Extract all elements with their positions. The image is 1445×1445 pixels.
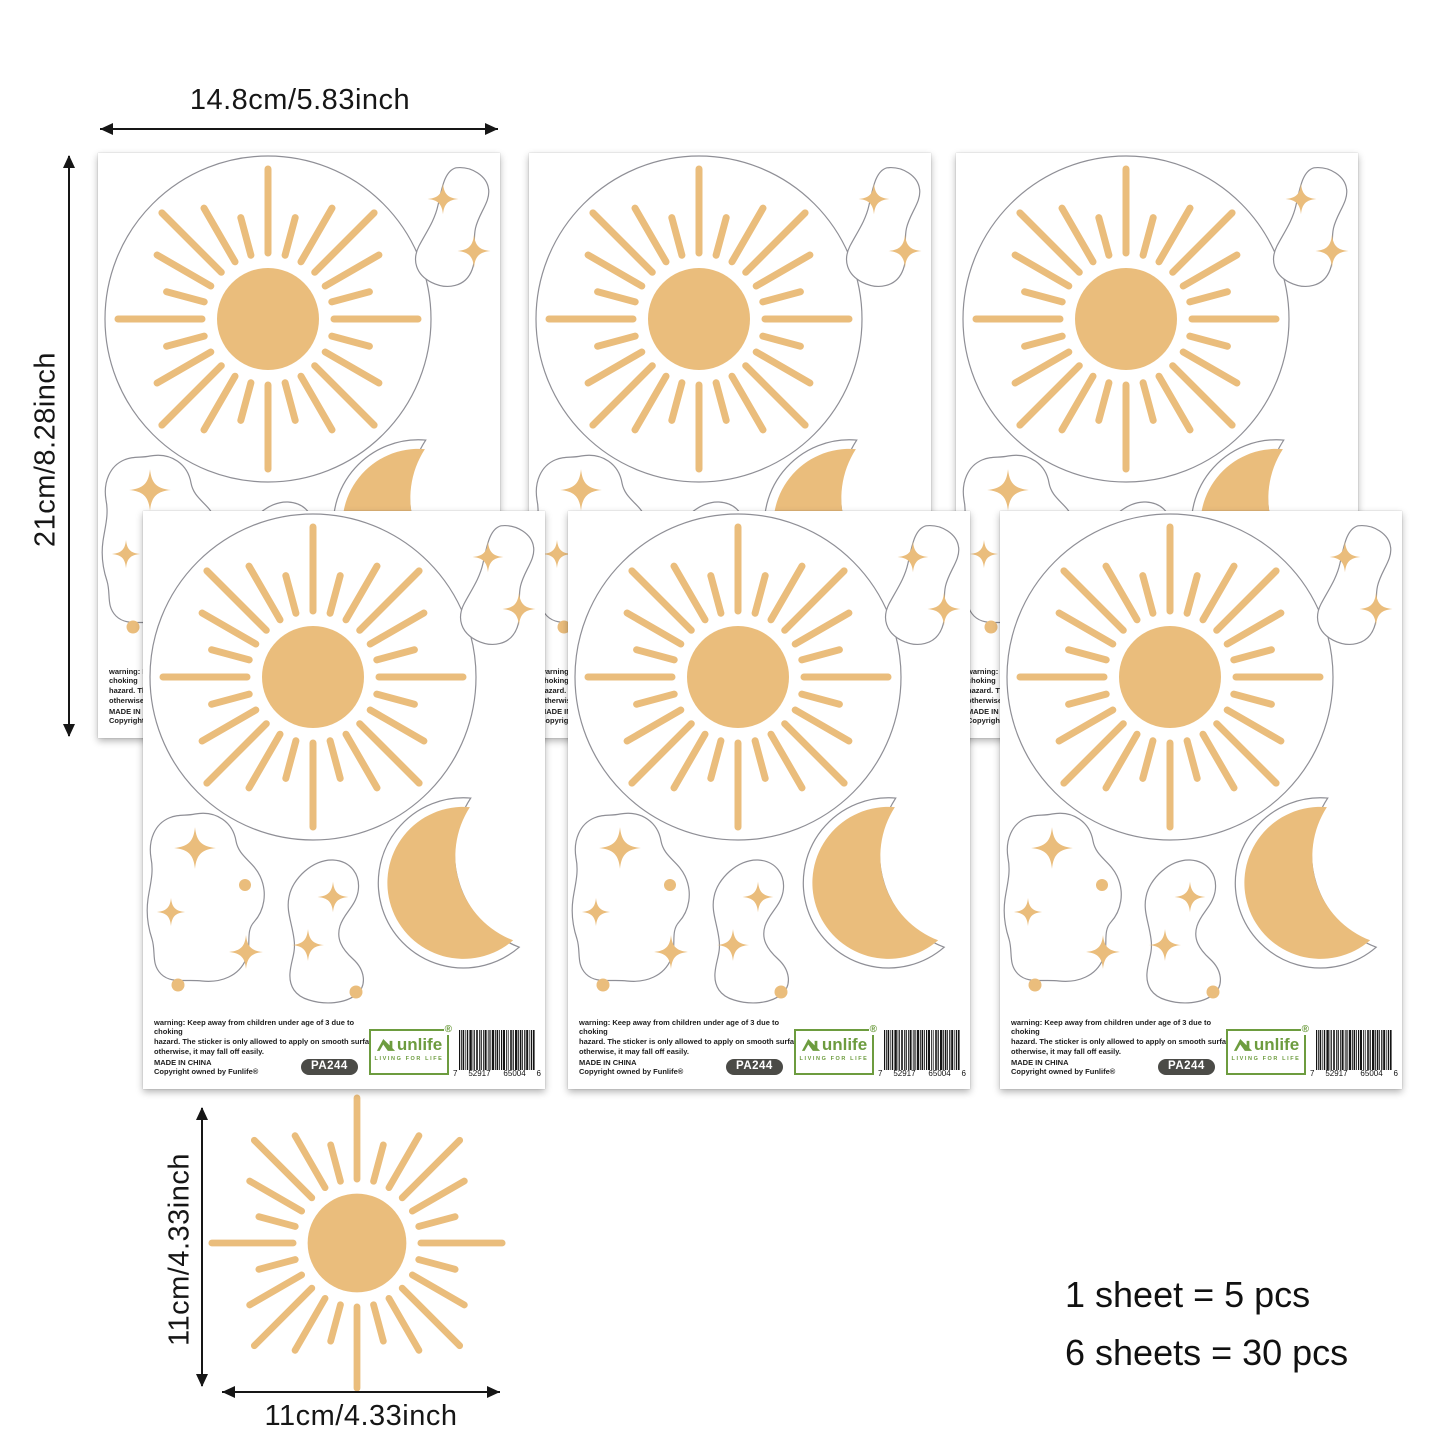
sticker-art <box>146 513 536 1004</box>
sticker-art <box>1003 513 1393 1004</box>
sheet-width-label: 14.8cm/5.83inch <box>189 84 411 116</box>
dot-icon <box>1206 985 1220 999</box>
warning-text: warning: Keep away from children under a… <box>154 1018 382 1078</box>
barcode-bars <box>459 1030 535 1070</box>
dot-icon <box>1096 879 1108 891</box>
sheet-width-arrow <box>100 123 498 135</box>
made-in-china-label: MADE IN CHINA <box>579 1057 637 1067</box>
roof-icon <box>801 1039 820 1051</box>
sun-size-diagram <box>207 1093 507 1393</box>
sheet-height-label: 21cm/8.28inch <box>29 351 62 548</box>
roof-icon <box>1233 1039 1252 1051</box>
registered-mark: ® <box>443 1024 453 1035</box>
sparkle-blob-bottommiddle <box>712 859 789 1004</box>
sticker-sheet: warning: Keep away from children under a… <box>143 511 545 1089</box>
copyright-label: Copyright owned by Funlife® <box>154 1067 259 1077</box>
dot-icon <box>664 879 676 891</box>
registered-mark: ® <box>1300 1024 1310 1035</box>
sun-icon <box>212 1098 502 1388</box>
sparkle-blob-topright <box>460 525 536 645</box>
sparkle-blob-bottomleft <box>571 812 690 992</box>
logo-wordmark: unlife <box>1253 1035 1300 1054</box>
dot-icon <box>171 978 185 992</box>
sparkle-blob-topright <box>1273 167 1349 287</box>
dot-icon <box>126 620 140 634</box>
roof-icon <box>376 1039 395 1051</box>
logo-wordmark: unlife <box>396 1035 443 1054</box>
barcode-bars <box>1316 1030 1392 1070</box>
copyright-label: Copyright owned by Funlife® <box>579 1067 684 1077</box>
sticker-art <box>571 513 961 1004</box>
pack-summary-line2: 6 sheets = 30 pcs <box>1065 1332 1349 1374</box>
sparkle-blob-bottomleft <box>1003 812 1122 992</box>
warning-text: warning: Keep away from children under a… <box>1011 1018 1239 1078</box>
sun-sticker <box>588 527 888 827</box>
sku-badge: PA244 <box>1158 1058 1215 1075</box>
dot-icon <box>596 978 610 992</box>
sparkle-blob-bottommiddle <box>287 859 364 1004</box>
sticker-sheet: warning: Keep away from children under a… <box>1000 511 1402 1089</box>
sheet-height-arrow <box>63 155 75 737</box>
sticker-sheet: warning: Keep away from children under a… <box>568 511 970 1089</box>
barcode-bars <box>884 1030 960 1070</box>
sku-badge: PA244 <box>301 1058 358 1075</box>
moon-icon <box>1224 801 1373 979</box>
sparkle-blob-topright <box>415 167 491 287</box>
copyright-label: Copyright owned by Funlife® <box>1011 1067 1116 1077</box>
sparkle-blob-topright <box>846 167 922 287</box>
sparkle-blob-bottommiddle <box>1144 859 1221 1004</box>
sun-sticker <box>118 169 418 469</box>
sun-sticker <box>1020 527 1320 827</box>
pack-summary-line1: 1 sheet = 5 pcs <box>1065 1274 1311 1315</box>
logo-tagline: LIVING FOR LIFE <box>374 1056 444 1062</box>
sparkle-blob-bottomleft <box>146 812 265 992</box>
dot-icon <box>349 985 363 999</box>
sun-width-arrow <box>222 1386 500 1398</box>
sun-sticker <box>549 169 849 469</box>
sun-height-label: 11cm/4.33inch <box>163 1153 196 1346</box>
moon-icon <box>792 801 941 979</box>
dot-icon <box>774 985 788 999</box>
logo-wordmark: unlife <box>821 1035 868 1054</box>
dot-icon <box>984 620 998 634</box>
sparkle-blob-topright <box>885 525 961 645</box>
funlife-logo: ® unlife LIVING FOR LIFE <box>1226 1025 1310 1075</box>
moon-icon <box>367 801 516 979</box>
sun-width-label: 11cm/4.33inch <box>264 1400 458 1432</box>
sku-badge: PA244 <box>726 1058 783 1075</box>
warning-text: warning: Keep away from children under a… <box>579 1018 807 1078</box>
dot-icon <box>1028 978 1042 992</box>
sparkle-blob-topright <box>1317 525 1393 645</box>
funlife-logo: ® unlife LIVING FOR LIFE <box>794 1025 878 1075</box>
dot-icon <box>557 620 571 634</box>
sun-sticker <box>976 169 1276 469</box>
made-in-china-label: MADE IN CHINA <box>109 706 167 716</box>
sun-height-arrow <box>196 1107 208 1387</box>
registered-mark: ® <box>868 1024 878 1035</box>
sun-sticker <box>163 527 463 827</box>
logo-tagline: LIVING FOR LIFE <box>799 1056 869 1062</box>
funlife-logo: ® unlife LIVING FOR LIFE <box>369 1025 453 1075</box>
pack-summary: 1 sheet = 5 pcs 6 sheets = 30 pcs <box>1065 1266 1348 1383</box>
logo-tagline: LIVING FOR LIFE <box>1231 1056 1301 1062</box>
made-in-china-label: MADE IN CHINA <box>967 706 1025 716</box>
dot-icon <box>239 879 251 891</box>
made-in-china-label: MADE IN CHINA <box>154 1057 212 1067</box>
made-in-china-label: MADE IN CHINA <box>1011 1057 1069 1067</box>
